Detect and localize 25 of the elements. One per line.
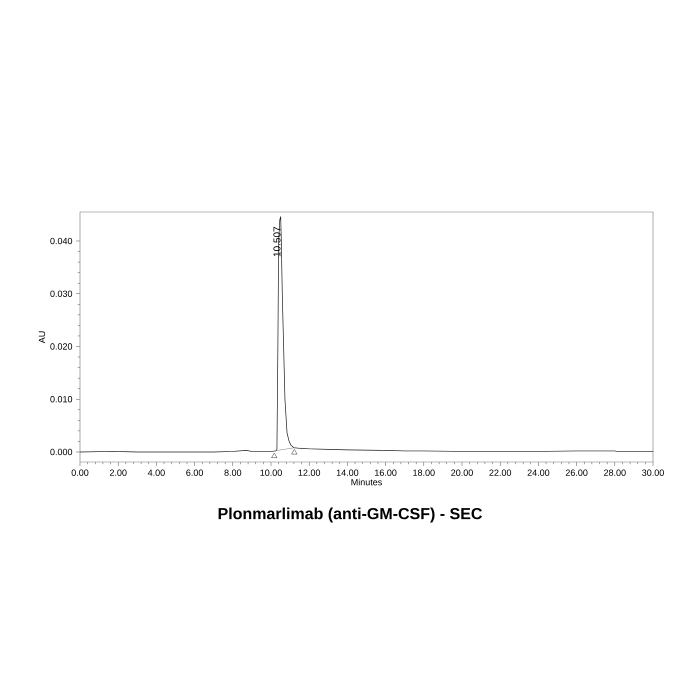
x-tick-label: 16.00 <box>375 470 397 476</box>
x-tick-label: 2.00 <box>110 470 127 476</box>
y-tick-label: 0.030 <box>50 290 72 297</box>
annotation: 10.507 <box>273 226 280 256</box>
x-axis-title: Minutes <box>351 478 382 486</box>
y-tick-label: 0.010 <box>50 396 72 402</box>
x-tick-label: 4.00 <box>148 470 165 476</box>
y-tick-label: 0.040 <box>50 238 72 244</box>
x-tick-label: 30.00 <box>642 470 664 476</box>
y-tick-label: 0.020 <box>50 343 72 350</box>
x-tick-label: 0.00 <box>72 470 88 476</box>
x-tick-label: 12.00 <box>298 470 320 476</box>
x-tick-label: 28.00 <box>604 470 626 476</box>
x-tick-label: 10.00 <box>260 470 282 476</box>
y-tick-label: 0.000 <box>50 448 72 456</box>
x-tick-label: 14.00 <box>336 470 358 476</box>
x-tick-label: 18.00 <box>413 470 435 476</box>
x-tick-label: 26.00 <box>566 470 588 476</box>
x-tick-label: 6.00 <box>186 470 204 476</box>
x-tick-label: 22.00 <box>489 470 512 476</box>
x-tick-label: 8.00 <box>224 470 242 476</box>
x-tick-label: 20.00 <box>451 470 473 476</box>
text: Plonmarlimab (anti-GM-CSF) - SEC <box>218 508 482 522</box>
x-tick-label: 24.00 <box>528 470 550 476</box>
y-axis-title: AU <box>38 331 46 344</box>
